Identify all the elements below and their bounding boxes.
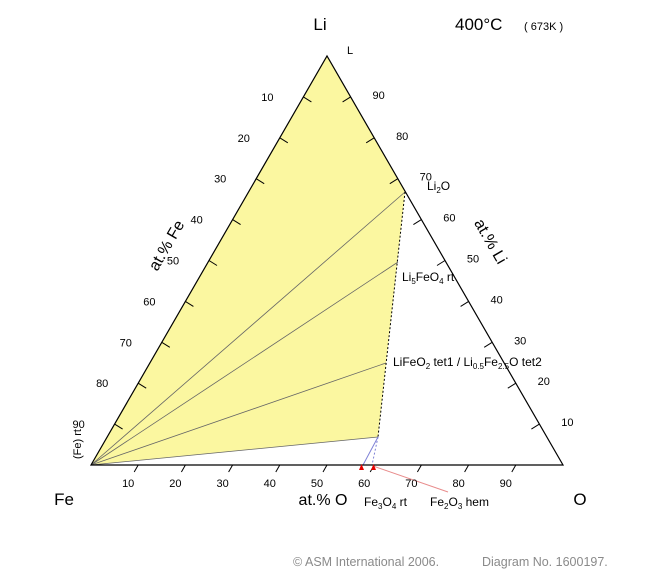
axis-tick [461, 301, 469, 306]
axis-tick-label: 80 [452, 478, 464, 490]
axis-tick [417, 465, 421, 472]
blue-line [372, 437, 378, 465]
yellow-phase-region [91, 56, 405, 465]
axis-tick [134, 465, 138, 472]
axis-tick-label: 40 [264, 478, 276, 490]
axis-tick [229, 465, 233, 472]
axis-tick-label: 90 [372, 90, 384, 102]
phase-label-fe2o3: Fe2O3 hem [430, 495, 489, 511]
axis-tick [465, 465, 469, 472]
axis-tick-label: 40 [490, 294, 502, 306]
axis-tick-label: 80 [396, 131, 408, 143]
axis-tick-label: 30 [216, 478, 228, 490]
phase-label-liquid: L [347, 45, 353, 57]
axis-tick [323, 465, 327, 472]
axis-tick-label: 80 [96, 378, 108, 390]
phase-label-lifeo2: LiFeO2 tet1 / Li0.5Fe2.5O tet2 [393, 355, 542, 371]
axis-tick-label: 90 [500, 478, 512, 490]
axis-tick [276, 465, 280, 472]
axis-tick-label: 50 [167, 256, 179, 268]
axis-tick-label: 20 [169, 478, 181, 490]
axis-tick-label: 40 [190, 215, 202, 227]
temperature-label: 400°C [455, 15, 502, 34]
axis-title-o: at.% O [299, 492, 348, 509]
axis-tick [181, 465, 185, 472]
axis-tick [531, 424, 539, 429]
axis-tick-label: 30 [214, 174, 226, 186]
axis-tick-label: 10 [122, 478, 134, 490]
axis-tick-label: 20 [538, 376, 550, 388]
corner-label-li: Li [313, 15, 326, 34]
axis-tick [437, 261, 445, 266]
axis-tick-label: 20 [238, 133, 250, 145]
blue-lines [363, 437, 378, 465]
phase-label-li5feo4: Li5FeO4 rt [402, 270, 455, 286]
phase-label-fe-rt: (Fe) rt [72, 429, 84, 459]
axis-tick-label: 30 [514, 335, 526, 347]
axis-tick [413, 220, 421, 225]
axis-tick [508, 383, 516, 388]
footer-diagram-number: Diagram No. 1600197. [482, 555, 608, 569]
axis-tick [512, 465, 516, 472]
axis-tick-label: 60 [143, 296, 155, 308]
blue-line [363, 437, 378, 465]
axis-tick-label: 70 [420, 172, 432, 184]
axis-tick-label: 10 [561, 417, 573, 429]
axis-tick-label: 70 [405, 478, 417, 490]
axis-tick-label: 60 [358, 478, 370, 490]
phase-label-fe3o4: Fe3O4 rt [364, 495, 408, 511]
axis-tick-label: 60 [443, 213, 455, 225]
axis-tick-label: 10 [261, 92, 273, 104]
axis-tick-label: 90 [72, 419, 84, 431]
corner-label-o: O [573, 490, 586, 509]
kelvin-label: ( 673K ) [524, 21, 563, 33]
axis-tick-label: 70 [120, 337, 132, 349]
axis-tick-label: 50 [311, 478, 323, 490]
footer-copyright: © ASM International 2006. [293, 555, 439, 569]
axis-tick [484, 342, 492, 347]
corner-label-fe: Fe [54, 490, 74, 509]
axis-tick-label: 50 [467, 254, 479, 266]
